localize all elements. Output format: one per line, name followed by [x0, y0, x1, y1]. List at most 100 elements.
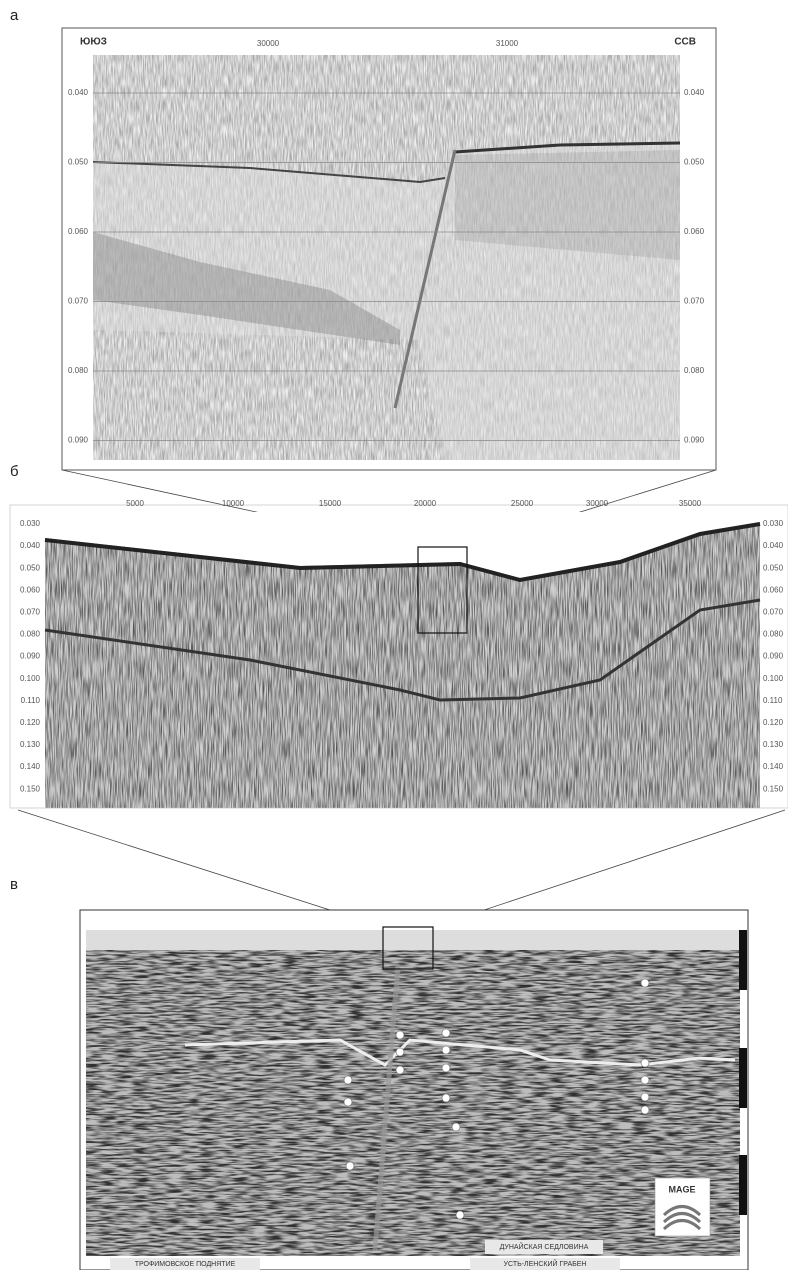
y-tick-label: 0.060: [763, 585, 784, 594]
marker: [343, 1097, 353, 1107]
y-tick-label: 0.070: [684, 297, 705, 306]
x-tick-label: 20000: [414, 499, 437, 508]
y-tick-label: 0.030: [763, 519, 784, 528]
y-tick-label: 0.080: [20, 630, 41, 639]
marker: [441, 1028, 451, 1038]
y-tick-label: 0.070: [20, 608, 41, 617]
y-tick-label: 0.130: [763, 740, 784, 749]
panel-c: MAGE ТРОФИМОВСКОЕ ПОДНЯТИЕ ДУНАЙСКАЯ СЕД…: [79, 909, 749, 1270]
connector: [432, 809, 786, 928]
connector: [17, 809, 384, 928]
y-tick-label: 0.150: [20, 784, 41, 793]
marker: [345, 1161, 355, 1171]
y-tick-label: 0.060: [20, 585, 41, 594]
marker: [640, 1092, 650, 1102]
y-tick-label: 0.090: [763, 652, 784, 661]
marker: [640, 1105, 650, 1115]
y-tick-label: 0.050: [684, 158, 705, 167]
x-tick-label: 30000: [257, 39, 280, 48]
x-tick-label: 30000: [586, 499, 609, 508]
y-tick-label: 0.060: [68, 227, 89, 236]
fault-line: [372, 964, 401, 1251]
marker: [395, 1065, 405, 1075]
y-tick-label: 0.100: [20, 674, 41, 683]
panel-label: в: [10, 876, 18, 893]
marker: [640, 978, 650, 988]
y-tick-label: 0.040: [20, 541, 41, 550]
marker: [441, 1093, 451, 1103]
y-tick-label: 0.050: [68, 158, 89, 167]
scale-block: [739, 1048, 747, 1108]
x-tick-label: 5000: [126, 499, 144, 508]
direction-label: ЮЮЗ: [80, 37, 107, 48]
y-tick-label: 0.060: [684, 227, 705, 236]
y-tick-label: 0.080: [68, 366, 89, 375]
panel-a: ЮЮЗ ССВ 30000 31000 0.040 0.040 0.050 0.050 0.…: [61, 27, 717, 471]
region-label: УСТЬ-ЛЕНСКИЙ ГРАБЕН: [504, 1259, 587, 1268]
y-tick-label: 0.120: [20, 718, 41, 727]
zoom-box: [382, 926, 434, 970]
horizon: [184, 1038, 736, 1067]
logo: MAGE: [669, 1184, 696, 1194]
marker: [640, 1075, 650, 1085]
region-box: [485, 1240, 603, 1254]
y-tick-label: 0.100: [763, 674, 784, 683]
markers: [343, 978, 650, 1220]
seafloor: [454, 141, 681, 154]
panel-b: 5000 10000 15000 20000 25000 30000 35000 0.030 0…: [9, 499, 788, 809]
y-tick-label: 0.070: [763, 608, 784, 617]
logo-mark: [662, 1205, 702, 1231]
y-tick-label: 0.110: [763, 696, 783, 705]
y-tick-label: 0.140: [20, 762, 41, 771]
marker: [455, 1210, 465, 1220]
y-tick-label: 0.130: [20, 740, 41, 749]
reflector-zone: [93, 232, 400, 345]
y-tick-label: 0.120: [763, 718, 784, 727]
marker: [441, 1045, 451, 1055]
marker: [441, 1063, 451, 1073]
header-strip: [86, 930, 740, 950]
y-tick-label: 0.140: [763, 762, 784, 771]
region-label: ТРОФИМОВСКОЕ ПОДНЯТИЕ: [135, 1261, 236, 1268]
marker: [640, 1058, 650, 1068]
y-tick-label: 0.030: [20, 519, 41, 528]
panel-frame: [9, 504, 788, 809]
y-tick-label: 0.070: [68, 297, 89, 306]
marker: [395, 1030, 405, 1040]
scale-block: [739, 930, 747, 990]
reflector-zone: [455, 150, 680, 260]
reflector: [44, 598, 761, 702]
marker: [451, 1122, 461, 1132]
y-tick-label: 0.080: [684, 366, 705, 375]
fault-line: [393, 149, 457, 409]
y-tick-label: 0.080: [763, 630, 784, 639]
x-tick-label: 31000: [496, 39, 519, 48]
seafloor: [44, 522, 761, 583]
seafloor: [92, 161, 446, 184]
y-tick-label: 0.040: [68, 88, 89, 97]
panel-label: а: [10, 7, 19, 24]
seismic-texture: [86, 950, 740, 1256]
direction-label: ССВ: [674, 37, 696, 48]
x-tick-label: 10000: [222, 499, 245, 508]
region-box: [110, 1258, 260, 1270]
marker: [395, 1047, 405, 1057]
zoom-box: [417, 546, 468, 634]
scale-block: [739, 1155, 747, 1215]
y-tick-label: 0.110: [21, 696, 41, 705]
y-tick-label: 0.040: [684, 88, 705, 97]
panel-label: б: [10, 463, 19, 480]
y-tick-label: 0.150: [763, 784, 784, 793]
y-tick-label: 0.090: [68, 436, 89, 445]
y-tick-label: 0.050: [763, 563, 784, 572]
y-tick-label: 0.050: [20, 563, 41, 572]
y-tick-label: 0.090: [684, 436, 705, 445]
x-tick-label: 25000: [511, 499, 534, 508]
y-tick-label: 0.040: [763, 541, 784, 550]
x-tick-label: 15000: [319, 499, 342, 508]
x-tick-label: 35000: [679, 499, 702, 508]
water-column: [45, 512, 760, 578]
y-tick-label: 0.090: [20, 652, 41, 661]
region-box: [470, 1258, 620, 1270]
